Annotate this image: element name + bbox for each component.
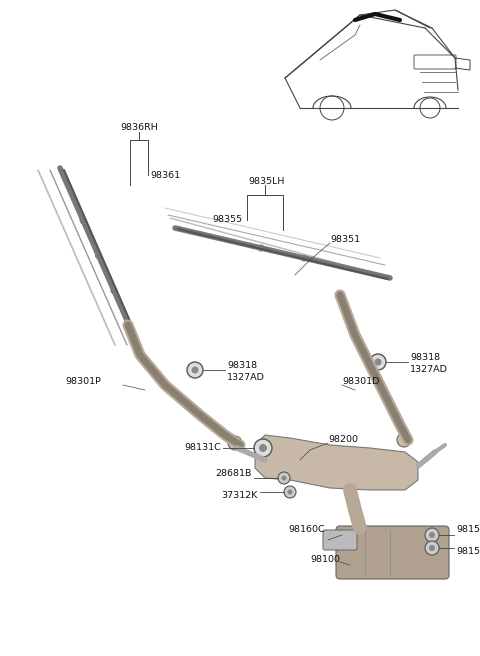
- Circle shape: [254, 439, 272, 457]
- Text: 28681B: 28681B: [216, 468, 252, 478]
- Circle shape: [429, 545, 435, 551]
- Circle shape: [288, 489, 292, 495]
- Circle shape: [425, 528, 439, 542]
- Text: 98200: 98200: [328, 436, 358, 445]
- Text: 98301D: 98301D: [342, 377, 379, 386]
- Text: 98318: 98318: [227, 361, 257, 369]
- Circle shape: [259, 444, 267, 452]
- Circle shape: [429, 532, 435, 538]
- FancyBboxPatch shape: [336, 526, 449, 579]
- Circle shape: [281, 476, 287, 480]
- Text: 98361: 98361: [150, 171, 180, 180]
- Text: 98160C: 98160C: [288, 525, 324, 535]
- Text: 1327AD: 1327AD: [410, 365, 448, 375]
- Circle shape: [284, 486, 296, 498]
- Text: 9835LH: 9835LH: [248, 178, 284, 186]
- FancyBboxPatch shape: [323, 530, 357, 550]
- Text: 98100: 98100: [310, 556, 340, 565]
- Text: 1327AD: 1327AD: [227, 373, 265, 382]
- Circle shape: [187, 362, 203, 378]
- Text: 98351: 98351: [330, 236, 360, 245]
- Text: 98355: 98355: [212, 216, 242, 224]
- Circle shape: [370, 354, 386, 370]
- Circle shape: [192, 367, 199, 373]
- Text: 98154A: 98154A: [456, 525, 480, 535]
- Text: 37312K: 37312K: [222, 491, 258, 501]
- Circle shape: [425, 541, 439, 555]
- Text: 9836RH: 9836RH: [120, 123, 158, 133]
- Circle shape: [374, 358, 382, 365]
- Text: 98301P: 98301P: [65, 377, 101, 386]
- Text: 98131C: 98131C: [184, 443, 221, 453]
- Circle shape: [397, 433, 411, 447]
- Circle shape: [278, 472, 290, 484]
- Text: 98318: 98318: [410, 352, 440, 361]
- Text: 98152B: 98152B: [456, 548, 480, 556]
- Circle shape: [228, 436, 242, 450]
- Polygon shape: [255, 435, 418, 490]
